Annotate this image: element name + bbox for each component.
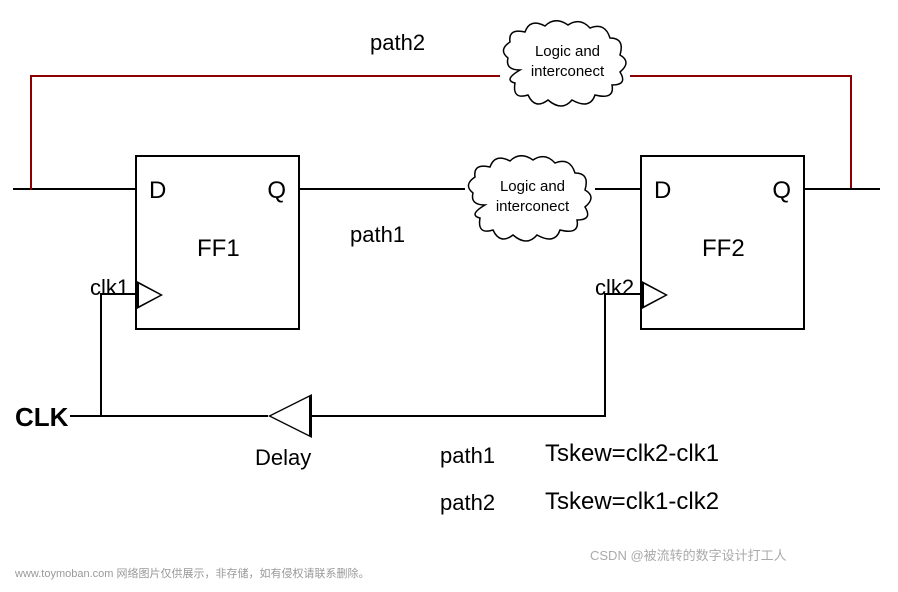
diagram-container: D Q FF1 D Q FF2 clk1 clk2 Logic and inte… bbox=[0, 0, 898, 592]
flipflop-ff2: D Q FF2 bbox=[640, 155, 805, 330]
ff1-d-pin: D bbox=[149, 177, 166, 205]
ff2-d-pin: D bbox=[654, 177, 671, 205]
ff2-clk-triangle-icon bbox=[642, 281, 668, 309]
ff2-q-pin: Q bbox=[772, 177, 791, 205]
clk2-horizontal-wire bbox=[604, 293, 640, 295]
ff1-clk-triangle-icon bbox=[137, 281, 163, 309]
cloud-upper-line1: Logic and bbox=[535, 43, 600, 60]
ff2-q-output-wire bbox=[805, 188, 880, 190]
eq1-formula: Tskew=clk2-clk1 bbox=[545, 440, 719, 468]
ff1-name: FF1 bbox=[197, 235, 240, 263]
cloud-upper-line2: interconect bbox=[531, 63, 604, 80]
delay-label: Delay bbox=[255, 445, 311, 471]
clk-main-label: CLK bbox=[15, 402, 68, 433]
watermark-right: CSDN @被流转的数字设计打工人 bbox=[590, 545, 787, 564]
eq2-path-label: path2 bbox=[440, 490, 495, 516]
eq2-formula: Tskew=clk1-clk2 bbox=[545, 488, 719, 516]
cloud-lower-text: Logic and interconect bbox=[490, 177, 575, 216]
clk2-vertical-wire bbox=[604, 293, 606, 417]
clk-after-delay-wire bbox=[311, 415, 606, 417]
clk2-label: clk2 bbox=[595, 275, 634, 301]
cloud-lower-line2: interconect bbox=[496, 198, 569, 215]
flipflop-ff1: D Q FF1 bbox=[135, 155, 300, 330]
clk1-vertical-wire bbox=[100, 293, 102, 417]
clk1-label: clk1 bbox=[90, 275, 129, 301]
ff2-name: FF2 bbox=[702, 235, 745, 263]
cloud-lower-line1: Logic and bbox=[500, 178, 565, 195]
path2-wire-left-v bbox=[30, 75, 32, 190]
delay-buffer-icon bbox=[268, 394, 312, 438]
path1-label: path1 bbox=[350, 222, 405, 248]
cloud-upper-text: Logic and interconect bbox=[525, 42, 610, 81]
path2-label: path2 bbox=[370, 30, 425, 56]
path2-wire-top-h bbox=[30, 75, 852, 77]
path2-wire-right-v bbox=[850, 75, 852, 188]
ff1-q-pin: Q bbox=[267, 177, 286, 205]
eq1-path-label: path1 bbox=[440, 443, 495, 469]
clk1-horizontal-wire bbox=[100, 293, 135, 295]
watermark-left: www.toymoban.com 网络图片仅供展示，非存储，如有侵权请联系删除。 bbox=[15, 565, 369, 581]
